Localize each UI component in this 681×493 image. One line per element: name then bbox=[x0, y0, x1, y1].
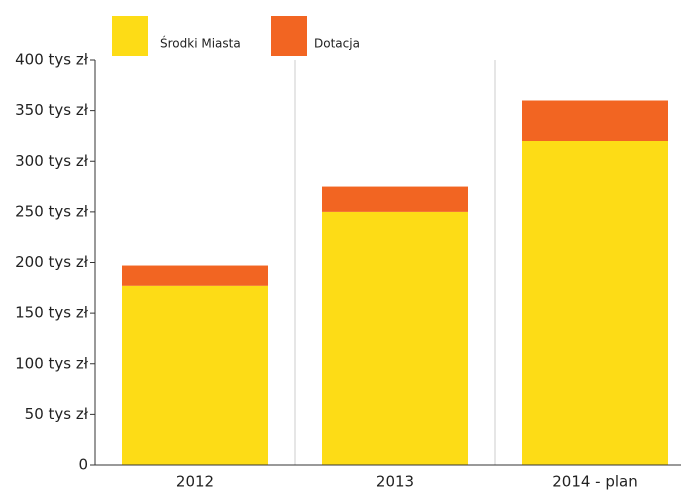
legend-swatch bbox=[271, 16, 307, 56]
y-tick-label: 50 tys zł bbox=[25, 405, 89, 423]
legend-swatch bbox=[112, 16, 148, 56]
bar-segment bbox=[522, 100, 668, 141]
y-tick-label: 200 tys zł bbox=[15, 253, 89, 271]
y-tick-label: 100 tys zł bbox=[15, 354, 89, 372]
bar-segment bbox=[522, 141, 668, 465]
y-tick-label: 150 tys zł bbox=[15, 304, 89, 322]
bar-segment bbox=[322, 211, 468, 465]
x-tick-label: 2012 bbox=[176, 473, 214, 491]
bar-segment bbox=[122, 265, 268, 286]
legend-label: Środki Miasta bbox=[160, 36, 241, 51]
y-tick-label: 400 tys zł bbox=[15, 51, 89, 69]
legend-label: Dotacja bbox=[314, 37, 360, 51]
bar-segment bbox=[122, 285, 268, 465]
y-tick-label: 0 bbox=[78, 456, 88, 474]
y-tick-label: 250 tys zł bbox=[15, 202, 89, 220]
y-tick-label: 350 tys zł bbox=[15, 101, 89, 119]
bar-segment bbox=[322, 186, 468, 212]
x-tick-label: 2013 bbox=[376, 473, 414, 491]
x-tick-label: 2014 - plan bbox=[552, 473, 638, 491]
y-tick-label: 300 tys zł bbox=[15, 152, 89, 170]
